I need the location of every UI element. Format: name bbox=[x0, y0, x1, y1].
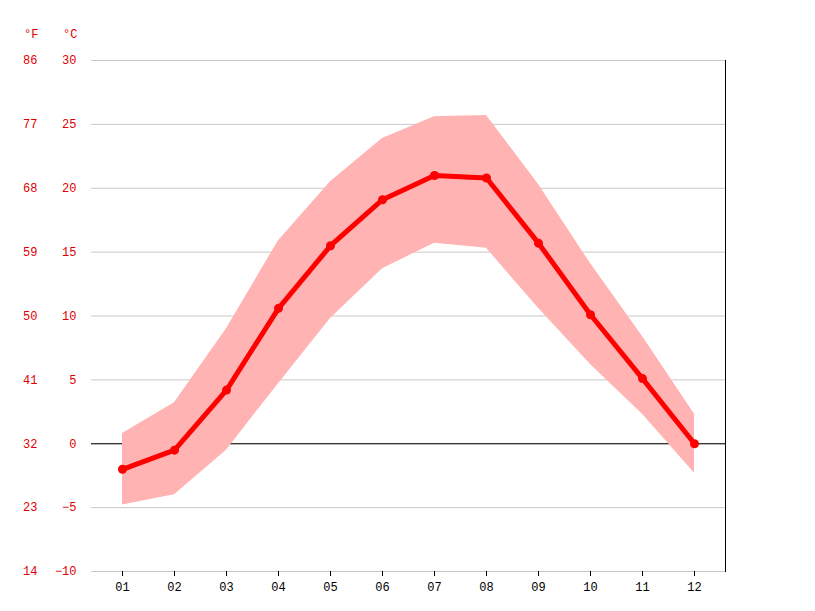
svg-text:14: 14 bbox=[23, 565, 37, 579]
svg-text:−5: −5 bbox=[62, 501, 76, 515]
svg-text:15: 15 bbox=[62, 246, 76, 260]
html-text:°F: °F bbox=[24, 28, 39, 42]
svg-text:06: 06 bbox=[375, 581, 389, 595]
svg-text:68: 68 bbox=[23, 182, 37, 196]
svg-text:10: 10 bbox=[583, 581, 597, 595]
svg-text:77: 77 bbox=[23, 118, 37, 132]
svg-text:08: 08 bbox=[479, 581, 493, 595]
svg-text:25: 25 bbox=[62, 118, 76, 132]
svg-text:30: 30 bbox=[62, 54, 76, 68]
svg-text:05: 05 bbox=[323, 581, 337, 595]
svg-text:23: 23 bbox=[23, 501, 37, 515]
svg-text:01: 01 bbox=[115, 581, 129, 595]
svg-text:03: 03 bbox=[219, 581, 233, 595]
svg-text:02: 02 bbox=[167, 581, 181, 595]
svg-text:−10: −10 bbox=[55, 565, 77, 579]
svg-text:0: 0 bbox=[69, 438, 76, 452]
svg-text:41: 41 bbox=[23, 374, 37, 388]
svg-text:86: 86 bbox=[23, 54, 37, 68]
svg-text:07: 07 bbox=[427, 581, 441, 595]
svg-text:32: 32 bbox=[23, 438, 37, 452]
svg-text:5: 5 bbox=[69, 374, 76, 388]
svg-text:09: 09 bbox=[531, 581, 545, 595]
svg-text:12: 12 bbox=[687, 581, 701, 595]
svg-text:11: 11 bbox=[635, 581, 649, 595]
svg-text:59: 59 bbox=[23, 246, 37, 260]
svg-text:10: 10 bbox=[62, 310, 76, 324]
svg-text:50: 50 bbox=[23, 310, 37, 324]
svg-text:04: 04 bbox=[271, 581, 285, 595]
html-text:°C: °C bbox=[63, 28, 78, 42]
svg-text:20: 20 bbox=[62, 182, 76, 196]
